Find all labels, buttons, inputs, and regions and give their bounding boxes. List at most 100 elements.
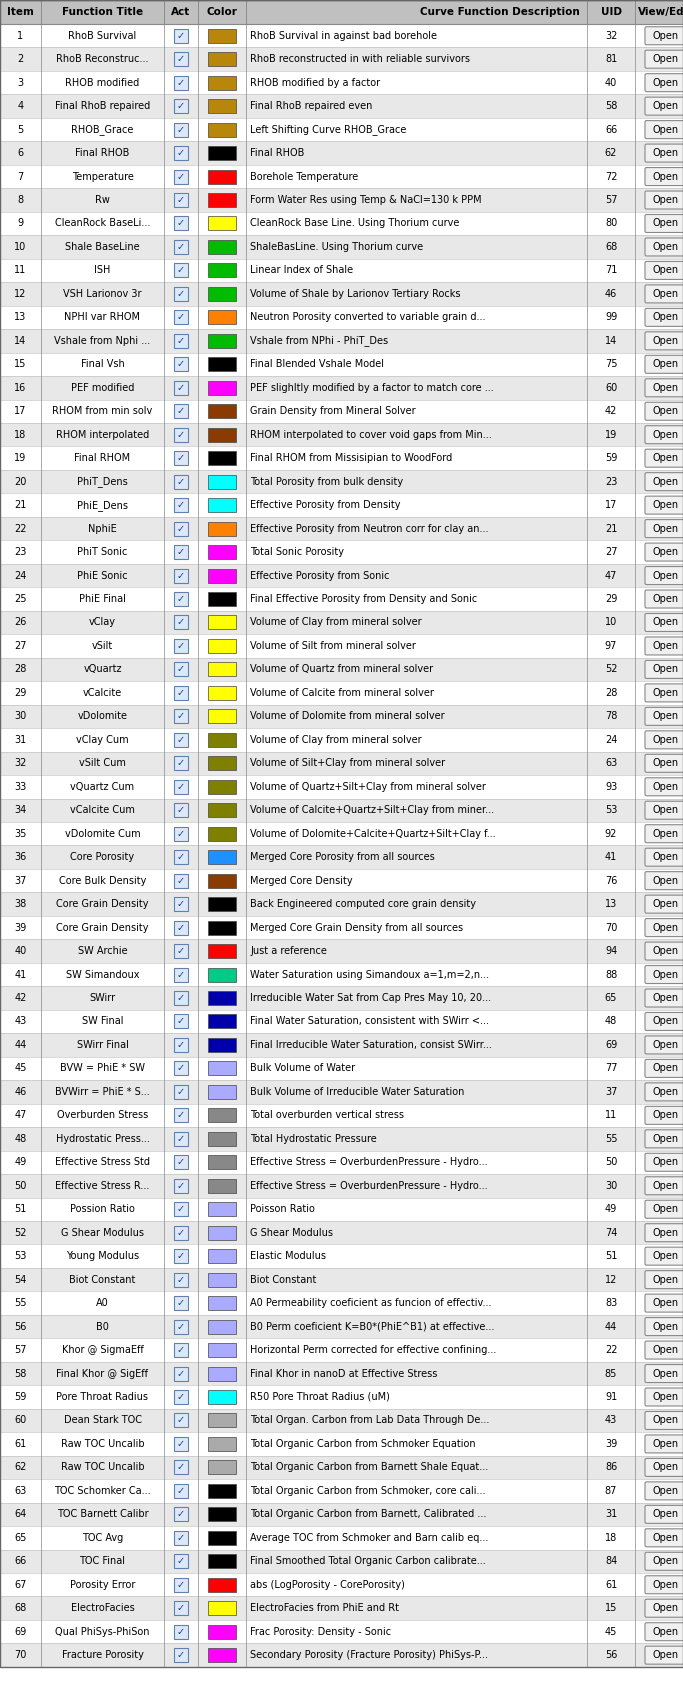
Text: Final Effective Porosity from Density and Sonic: Final Effective Porosity from Density an… [250,594,477,604]
Bar [0,1221,683,1244]
Text: 86: 86 [605,1463,617,1473]
Text: 37: 37 [14,876,27,886]
FancyBboxPatch shape [645,543,683,562]
Text: R50 Pore Throat Radius (uM): R50 Pore Throat Radius (uM) [250,1391,390,1401]
Bar [0,1480,683,1502]
Text: Open: Open [652,452,679,463]
Bar [174,1531,188,1545]
Text: Raw TOC Uncalib: Raw TOC Uncalib [61,1463,144,1473]
Bar [0,142,683,166]
Bar [0,729,683,751]
Bar [0,917,683,939]
Bar [174,1437,188,1451]
Bar [208,1202,236,1215]
Text: 24: 24 [14,570,27,580]
FancyBboxPatch shape [645,1506,683,1523]
Text: Secondary Porosity (Fracture Porosity) PhiSys-P...: Secondary Porosity (Fracture Porosity) P… [250,1651,488,1661]
Text: Biot Constant: Biot Constant [250,1275,316,1285]
Text: 4: 4 [18,101,23,111]
Bar [0,236,683,259]
Bar [0,423,683,447]
Text: 21: 21 [14,500,27,510]
Text: ✓: ✓ [177,358,185,369]
Bar [174,405,188,418]
Text: G Shear Modulus: G Shear Modulus [61,1227,144,1238]
Text: RHOB modified by a factor: RHOB modified by a factor [250,79,380,87]
Bar [0,587,683,611]
Text: 36: 36 [14,852,27,862]
Bar [208,968,236,982]
Text: ✓: ✓ [177,734,185,744]
Bar [0,845,683,869]
Text: 56: 56 [605,1651,617,1661]
Text: Total Organic Carbon from Barnett Shale Equat...: Total Organic Carbon from Barnett Shale … [250,1463,488,1473]
Text: BVWirr = PhiE * S...: BVWirr = PhiE * S... [55,1087,150,1098]
Bar [174,1132,188,1145]
Text: 59: 59 [14,1391,27,1401]
Text: Volume of Shale by Larionov Tertiary Rocks: Volume of Shale by Larionov Tertiary Roc… [250,288,460,299]
FancyBboxPatch shape [645,894,683,913]
Text: Open: Open [652,1297,679,1308]
Text: Core Grain Density: Core Grain Density [56,922,149,932]
Text: ✓: ✓ [177,1579,185,1589]
Text: 87: 87 [605,1485,617,1495]
FancyBboxPatch shape [645,121,683,138]
Text: ✓: ✓ [177,640,185,650]
Bar [208,123,236,137]
Bar [0,1057,683,1081]
Bar [208,75,236,90]
Text: Effective Stress Std: Effective Stress Std [55,1157,150,1168]
Bar [174,381,188,394]
Bar [174,1108,188,1123]
Bar [208,804,236,818]
Text: 39: 39 [605,1439,617,1449]
Text: 69: 69 [605,1040,617,1050]
Bar [174,732,188,748]
FancyBboxPatch shape [645,215,683,232]
Bar [208,1296,236,1309]
Text: 53: 53 [14,1251,27,1261]
Text: Total overburden vertical stress: Total overburden vertical stress [250,1110,404,1120]
Text: ISH: ISH [94,265,111,275]
Bar [174,1180,188,1193]
Bar [208,1180,236,1193]
Bar [174,522,188,536]
Text: Core Bulk Density: Core Bulk Density [59,876,146,886]
Text: Left Shifting Curve RHOB_Grace: Left Shifting Curve RHOB_Grace [250,125,406,135]
Bar [0,24,683,48]
Text: 40: 40 [14,946,27,956]
FancyBboxPatch shape [645,1552,683,1570]
Text: vDolomite Cum: vDolomite Cum [65,828,140,838]
Text: Open: Open [652,1345,679,1355]
Text: NphiE: NphiE [88,524,117,534]
Bar [208,335,236,348]
Bar [208,1483,236,1497]
Bar [174,780,188,794]
Text: 48: 48 [14,1133,27,1144]
Text: ✓: ✓ [177,1509,185,1519]
Text: 46: 46 [14,1087,27,1098]
Bar [0,376,683,399]
Text: Open: Open [652,288,679,299]
Text: 35: 35 [14,828,27,838]
Text: Open: Open [652,1203,679,1214]
Text: vClay Cum: vClay Cum [76,734,129,744]
Text: 5: 5 [17,125,24,135]
FancyBboxPatch shape [645,966,683,983]
Text: Final Water Saturation, consistent with SWirr <...: Final Water Saturation, consistent with … [250,1016,489,1026]
Text: Merged Core Grain Density from all sources: Merged Core Grain Density from all sourc… [250,922,463,932]
Bar [208,451,236,466]
Text: Open: Open [652,1439,679,1449]
Text: 48: 48 [605,1016,617,1026]
Bar [0,751,683,775]
Text: Open: Open [652,242,679,253]
Text: Color: Color [206,7,238,17]
Bar [0,1386,683,1408]
Bar [208,357,236,372]
Text: 22: 22 [14,524,27,534]
Bar [208,944,236,958]
Text: Average TOC from Schmoker and Barn calib eq...: Average TOC from Schmoker and Barn calib… [250,1533,488,1543]
Text: Open: Open [652,1369,679,1379]
Text: G Shear Modulus: G Shear Modulus [250,1227,333,1238]
Bar [174,874,188,888]
